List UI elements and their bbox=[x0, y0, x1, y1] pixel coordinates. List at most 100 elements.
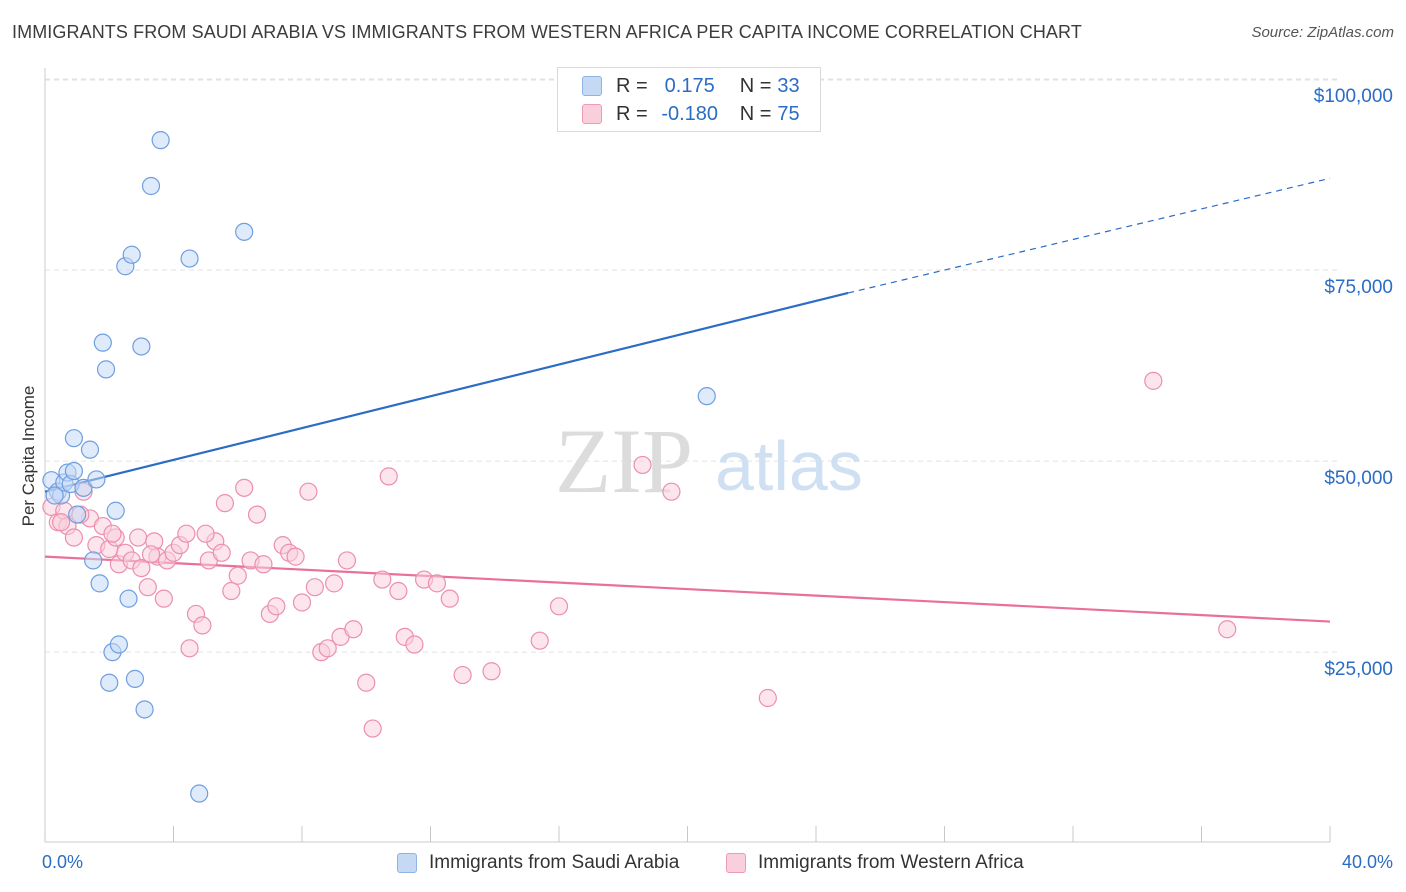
point-western-africa bbox=[344, 620, 363, 639]
point-saudi-arabia bbox=[125, 669, 145, 688]
point-western-africa bbox=[549, 597, 569, 616]
point-western-africa bbox=[64, 528, 84, 547]
legend-r-value: 0.175 bbox=[664, 74, 715, 97]
point-western-africa bbox=[325, 574, 344, 593]
point-saudi-arabia bbox=[180, 249, 199, 268]
legend-swatch-blue bbox=[582, 76, 602, 96]
point-western-africa bbox=[180, 639, 199, 658]
point-saudi-arabia bbox=[64, 429, 84, 448]
point-western-africa bbox=[1144, 371, 1163, 390]
legend-r-label: R = bbox=[616, 74, 648, 97]
point-saudi-arabia bbox=[87, 470, 106, 489]
point-western-africa bbox=[758, 688, 777, 708]
y-axis-title: Per Capita Income bbox=[19, 385, 38, 527]
y-tick-label: $25,000 bbox=[1324, 659, 1393, 681]
series-legend-western-africa[interactable]: Immigrants from Western Africa bbox=[726, 852, 1024, 874]
point-western-africa bbox=[379, 467, 398, 486]
point-western-africa bbox=[357, 673, 376, 692]
point-saudi-arabia bbox=[151, 131, 170, 150]
correlation-legend: R = 0.175 N = 33 R = -0.180 N = 75 bbox=[557, 67, 821, 132]
chart-title: IMMIGRANTS FROM SAUDI ARABIA VS IMMIGRAN… bbox=[12, 22, 1082, 42]
point-western-africa bbox=[363, 719, 382, 738]
point-saudi-arabia bbox=[141, 176, 161, 196]
point-western-africa bbox=[193, 616, 212, 635]
series-label: Immigrants from Saudi Arabia bbox=[429, 852, 680, 873]
y-tick-label: $100,000 bbox=[1313, 86, 1393, 107]
point-western-africa bbox=[440, 589, 459, 608]
point-western-africa bbox=[292, 593, 312, 612]
point-western-africa bbox=[299, 482, 318, 501]
legend-r-label: R = bbox=[616, 102, 648, 125]
series-legend-saudi-arabia[interactable]: Immigrants from Saudi Arabia bbox=[397, 852, 679, 874]
point-western-africa bbox=[389, 581, 408, 601]
point-western-africa bbox=[453, 665, 472, 685]
point-western-africa bbox=[222, 581, 241, 601]
data-points bbox=[42, 131, 1237, 803]
point-western-africa bbox=[228, 566, 247, 585]
point-western-africa bbox=[405, 635, 424, 654]
y-tick-label: $75,000 bbox=[1324, 277, 1393, 299]
axes bbox=[44, 68, 1331, 843]
point-western-africa bbox=[235, 478, 254, 497]
x-tick-label-max: 40.0% bbox=[1341, 852, 1393, 872]
point-saudi-arabia bbox=[96, 360, 116, 379]
point-saudi-arabia bbox=[235, 222, 254, 241]
point-saudi-arabia bbox=[80, 440, 100, 459]
point-saudi-arabia bbox=[132, 337, 151, 356]
point-western-africa bbox=[373, 570, 392, 589]
point-saudi-arabia bbox=[68, 505, 87, 524]
series-swatch-blue bbox=[397, 853, 417, 873]
point-saudi-arabia bbox=[45, 486, 64, 505]
point-saudi-arabia bbox=[697, 387, 716, 406]
legend-n-value: 33 bbox=[777, 74, 800, 97]
point-saudi-arabia bbox=[106, 501, 125, 520]
point-western-africa bbox=[482, 662, 501, 681]
point-saudi-arabia bbox=[93, 333, 112, 352]
point-western-africa bbox=[177, 524, 196, 543]
point-western-africa bbox=[129, 528, 148, 547]
point-western-africa bbox=[286, 547, 305, 566]
point-western-africa bbox=[138, 578, 157, 597]
watermark-atlas: atlas bbox=[715, 427, 863, 505]
point-western-africa bbox=[132, 558, 151, 578]
series-label: Immigrants from Western Africa bbox=[758, 852, 1024, 873]
point-saudi-arabia bbox=[135, 700, 154, 719]
point-western-africa bbox=[662, 482, 681, 501]
series-swatch-pink bbox=[726, 853, 746, 873]
point-western-africa bbox=[267, 597, 286, 616]
y-tick-label: $50,000 bbox=[1324, 468, 1393, 490]
point-western-africa bbox=[254, 555, 273, 574]
legend-r-value: -0.180 bbox=[661, 102, 719, 125]
point-western-africa bbox=[103, 524, 122, 543]
point-western-africa bbox=[212, 543, 231, 562]
point-western-africa bbox=[318, 639, 337, 658]
point-saudi-arabia bbox=[122, 245, 141, 264]
trend-line-saudi-arabia bbox=[44, 291, 849, 493]
point-western-africa bbox=[247, 505, 267, 524]
legend-n-value: 75 bbox=[777, 102, 800, 125]
point-western-africa bbox=[337, 551, 357, 570]
point-western-africa bbox=[633, 455, 652, 475]
point-saudi-arabia bbox=[74, 478, 93, 497]
legend-n-label: N = bbox=[739, 74, 772, 97]
source-credit: Source: ZipAtlas.com bbox=[1251, 24, 1394, 41]
point-western-africa bbox=[1218, 620, 1237, 639]
legend-row-saudi-arabia: R = 0.175 N = 33 bbox=[582, 72, 800, 100]
point-western-africa bbox=[141, 545, 161, 564]
point-saudi-arabia bbox=[100, 673, 119, 692]
legend-row-western-africa: R = -0.180 N = 75 bbox=[582, 100, 800, 128]
trend-line-saudi-arabia-extension bbox=[847, 177, 1331, 294]
point-western-africa bbox=[305, 578, 324, 597]
point-saudi-arabia bbox=[119, 589, 138, 608]
trend-lines bbox=[44, 177, 1331, 623]
point-western-africa bbox=[530, 631, 549, 650]
legend-n-label: N = bbox=[739, 102, 772, 125]
point-saudi-arabia bbox=[84, 551, 103, 570]
point-western-africa bbox=[215, 494, 234, 513]
point-western-africa bbox=[196, 524, 215, 543]
point-western-africa bbox=[51, 513, 71, 532]
point-saudi-arabia bbox=[90, 574, 109, 593]
legend-swatch-pink bbox=[582, 104, 602, 124]
point-saudi-arabia bbox=[109, 635, 128, 654]
